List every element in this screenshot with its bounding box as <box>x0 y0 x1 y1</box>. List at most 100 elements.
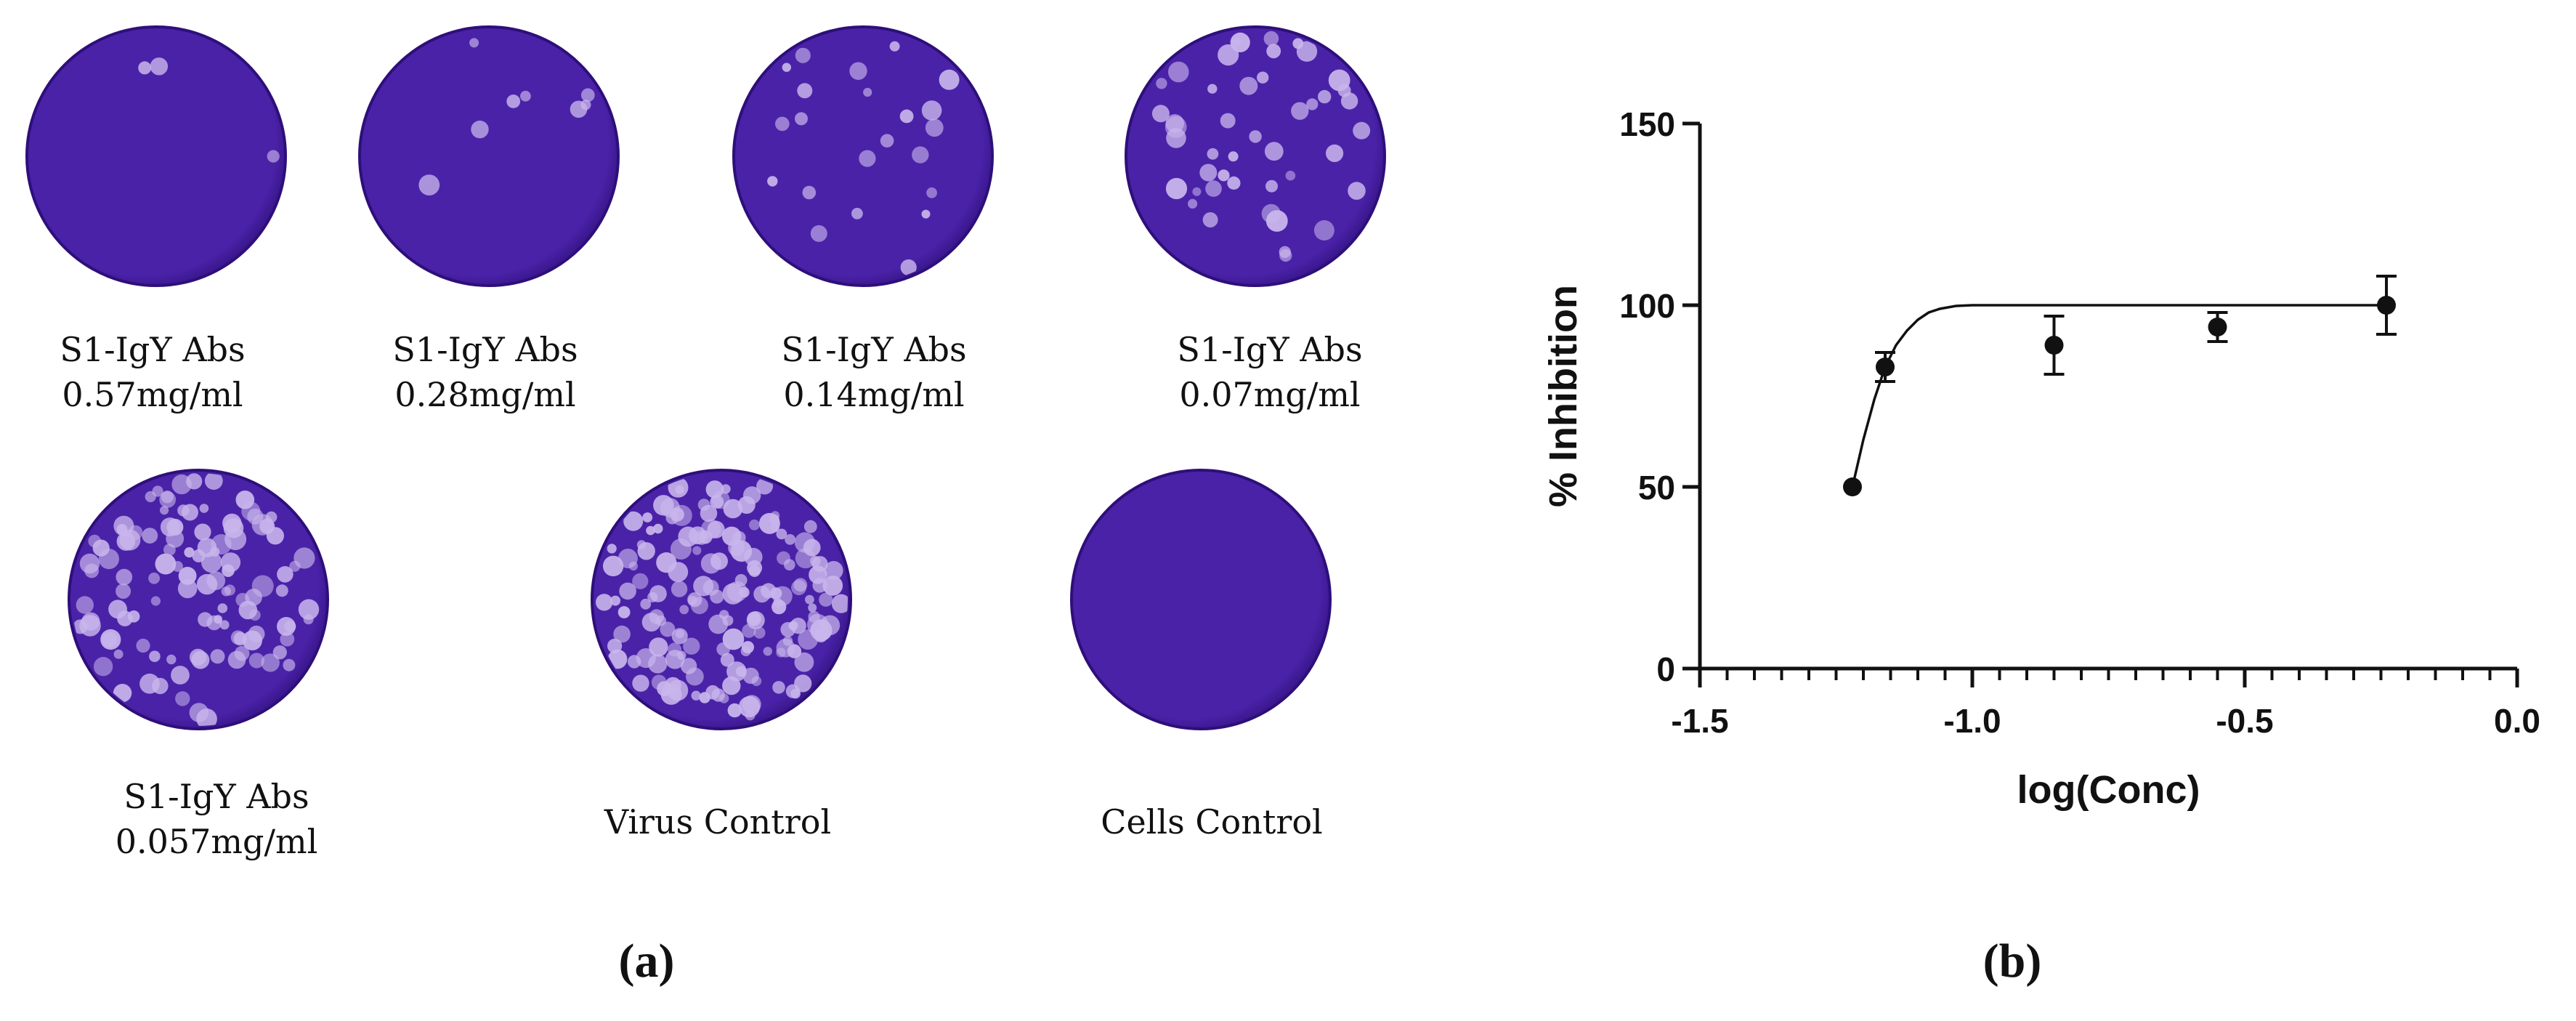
plaque <box>469 38 479 48</box>
plaque <box>722 526 742 546</box>
plaque <box>570 100 588 118</box>
plaque <box>160 506 169 515</box>
caption-conc: 0.57mg/ml <box>62 375 243 414</box>
plaque <box>710 589 724 604</box>
plaque <box>602 555 624 577</box>
x-tick-label: 0.0 <box>2494 702 2540 740</box>
plaque <box>753 626 766 639</box>
plaque <box>418 174 440 195</box>
plaque <box>224 528 247 550</box>
plaque <box>175 691 190 706</box>
plaque <box>161 491 174 504</box>
plaque <box>1291 102 1309 120</box>
plaque <box>163 544 176 556</box>
plaque <box>648 654 668 674</box>
plaque <box>671 581 688 597</box>
plaque <box>628 561 638 571</box>
plaque <box>900 259 917 276</box>
plaque <box>471 120 489 139</box>
plaque <box>148 572 160 584</box>
plaque <box>138 61 152 75</box>
plaque <box>145 491 156 503</box>
plaque <box>734 574 748 586</box>
plaque <box>73 619 88 634</box>
caption-conc: 0.14mg/ml <box>783 375 965 414</box>
well-cells-control <box>1066 465 1335 734</box>
plaque <box>720 653 734 667</box>
plaque <box>818 628 830 639</box>
plaque <box>802 185 817 200</box>
plaque <box>794 652 814 672</box>
plaque <box>199 504 209 513</box>
plaque <box>100 629 121 650</box>
plaque <box>1249 130 1262 143</box>
plaque <box>177 578 198 599</box>
plaque <box>222 513 242 533</box>
plaque <box>182 504 198 521</box>
data-points-layer <box>1843 275 2397 496</box>
plaque <box>863 87 872 97</box>
caption-well-0.57: S1-IgY Abs 0.57mg/ml <box>22 327 283 417</box>
plaque <box>150 596 161 606</box>
plaque <box>76 596 94 614</box>
plaque <box>1306 98 1319 110</box>
plaque <box>219 620 230 630</box>
plaque <box>686 667 704 686</box>
plaque <box>184 547 195 558</box>
caption-name: S1-IgY Abs <box>123 777 309 816</box>
plaque <box>912 146 929 164</box>
data-point <box>2044 336 2064 355</box>
y-tick-label: 100 <box>1619 287 1675 325</box>
plaque <box>266 527 284 545</box>
plaque <box>1192 187 1202 196</box>
plaque <box>711 491 730 509</box>
plaque <box>283 658 296 671</box>
plaque <box>204 473 223 490</box>
plaque <box>675 485 684 495</box>
plaque <box>691 690 701 701</box>
plaque <box>128 525 143 540</box>
caption-conc: 0.28mg/ml <box>394 375 576 414</box>
well-disk <box>358 25 620 287</box>
plaque <box>743 486 761 504</box>
plaque <box>191 650 210 669</box>
plaque <box>808 610 820 623</box>
caption-virus-control: Virus Control <box>587 799 848 844</box>
plaque <box>186 473 203 490</box>
plaque <box>742 695 761 714</box>
plaque <box>899 109 914 124</box>
well-disk <box>1125 25 1386 287</box>
plaque <box>98 549 119 570</box>
data-point <box>1843 477 1862 496</box>
plaque <box>649 609 665 624</box>
plaque <box>790 688 801 699</box>
plaque <box>1207 148 1219 160</box>
x-tick-label: -1.5 <box>1671 702 1728 740</box>
plaque <box>1227 176 1241 190</box>
plaque <box>1220 113 1236 129</box>
caption-well-0.14: S1-IgY Abs 0.14mg/ml <box>743 327 1005 417</box>
plaque <box>831 594 848 613</box>
plaque <box>166 654 177 665</box>
plaque <box>1261 203 1281 224</box>
plaque <box>93 657 113 677</box>
plaque <box>646 525 655 536</box>
plaque <box>683 637 700 655</box>
plaque <box>607 544 617 554</box>
plaque <box>785 534 795 545</box>
plaque <box>747 611 761 626</box>
plaque <box>220 552 241 573</box>
plaque <box>224 584 235 596</box>
plaque <box>776 528 787 540</box>
plaque <box>1166 128 1186 148</box>
plaque <box>688 526 707 544</box>
caption-cells-control: Cells Control <box>1081 799 1342 844</box>
plaque <box>1156 78 1167 89</box>
plaque <box>632 573 649 589</box>
plaque <box>261 653 280 672</box>
caption-name: Virus Control <box>604 802 832 842</box>
plaque <box>1263 31 1279 47</box>
plaque <box>795 47 811 63</box>
plaque <box>705 685 720 700</box>
well-disk <box>1070 469 1332 730</box>
